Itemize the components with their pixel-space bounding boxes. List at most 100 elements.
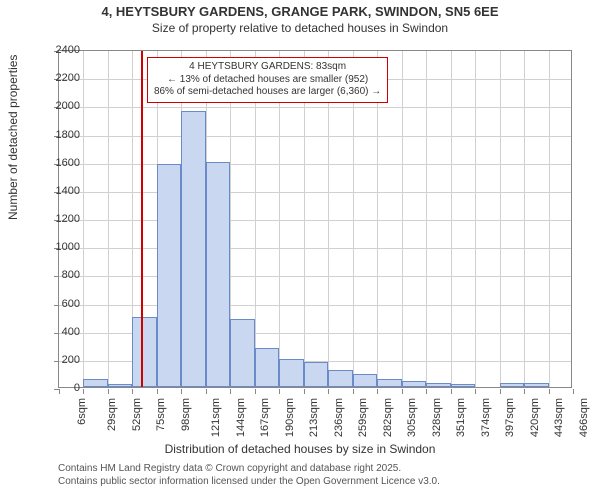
page-subtitle: Size of property relative to detached ho… <box>0 21 600 35</box>
marker-info-box: 4 HEYTSBURY GARDENS: 83sqm← 13% of detac… <box>147 57 388 103</box>
xtick-label: 213sqm <box>308 398 320 437</box>
ytick-label: 800 <box>40 269 80 281</box>
xtick-mark <box>549 389 550 394</box>
gridline-h <box>59 220 571 221</box>
histogram-bar <box>181 111 205 387</box>
histogram-bar <box>304 362 328 387</box>
ytick-label: 1200 <box>40 213 80 225</box>
xtick-mark <box>328 389 329 394</box>
histogram-bar <box>255 348 279 387</box>
ytick-label: 2000 <box>40 100 80 112</box>
xtick-label: 167sqm <box>259 398 271 437</box>
xtick-label: 443sqm <box>553 398 565 437</box>
xtick-mark <box>132 389 133 394</box>
histogram-bar <box>353 374 377 387</box>
marker-info-line: 4 HEYTSBURY GARDENS: 83sqm <box>154 61 381 74</box>
xtick-label: 374sqm <box>480 398 492 437</box>
xtick-label: 6sqm <box>76 398 88 425</box>
xtick-mark <box>426 389 427 394</box>
marker-info-line: 86% of semi-detached houses are larger (… <box>154 86 381 99</box>
xtick-mark <box>304 389 305 394</box>
xtick-mark <box>83 389 84 394</box>
xtick-label: 351sqm <box>455 398 467 437</box>
gridline-h <box>59 192 571 193</box>
xtick-mark <box>157 389 158 394</box>
xtick-label: 328sqm <box>431 398 443 437</box>
page-title: 4, HEYTSBURY GARDENS, GRANGE PARK, SWIND… <box>0 4 600 19</box>
xtick-label: 121sqm <box>211 398 223 437</box>
xtick-mark <box>108 389 109 394</box>
histogram-bar <box>426 383 450 387</box>
footer: Contains HM Land Registry data © Crown c… <box>58 462 440 488</box>
histogram-bar <box>377 379 401 387</box>
histogram-bar <box>328 370 352 387</box>
footer-line-1: Contains HM Land Registry data © Crown c… <box>58 462 440 475</box>
xtick-label: 52sqm <box>131 398 143 431</box>
gridline-v <box>426 51 427 387</box>
histogram-bar <box>524 383 548 387</box>
gridline-v <box>451 51 452 387</box>
xtick-label: 397sqm <box>504 398 516 437</box>
ytick-label: 2200 <box>40 72 80 84</box>
histogram-bar <box>451 384 475 387</box>
gridline-v <box>108 51 109 387</box>
xtick-label: 282sqm <box>382 398 394 437</box>
xtick-mark <box>353 389 354 394</box>
ytick-label: 1400 <box>40 185 80 197</box>
ytick-label: 2400 <box>40 44 80 56</box>
marker-info-line: ← 13% of detached houses are smaller (95… <box>154 74 381 87</box>
plot-area: 4 HEYTSBURY GARDENS: 83sqm← 13% of detac… <box>58 50 572 388</box>
histogram-bar <box>83 379 107 387</box>
histogram-bar <box>108 384 132 387</box>
ytick-label: 1800 <box>40 129 80 141</box>
xtick-mark <box>451 389 452 394</box>
gridline-h <box>59 136 571 137</box>
xtick-mark <box>206 389 207 394</box>
gridline-h <box>59 276 571 277</box>
x-axis-label: Distribution of detached houses by size … <box>0 442 600 456</box>
chart-container: 4 HEYTSBURY GARDENS: 83sqm← 13% of detac… <box>58 50 572 388</box>
xtick-mark <box>475 389 476 394</box>
xtick-label: 75sqm <box>155 398 167 431</box>
gridline-h <box>59 248 571 249</box>
marker-line <box>141 51 143 387</box>
histogram-bar <box>132 317 156 387</box>
footer-line-2: Contains public sector information licen… <box>58 475 440 488</box>
histogram-bar <box>279 359 303 387</box>
ytick-label: 600 <box>40 298 80 310</box>
gridline-v <box>549 51 550 387</box>
xtick-mark <box>181 389 182 394</box>
xtick-mark <box>255 389 256 394</box>
ytick-label: 1600 <box>40 157 80 169</box>
histogram-bar <box>402 381 426 387</box>
xtick-mark <box>500 389 501 394</box>
ytick-label: 0 <box>40 382 80 394</box>
histogram-bar <box>230 319 254 387</box>
gridline-v <box>475 51 476 387</box>
xtick-mark <box>402 389 403 394</box>
xtick-mark <box>230 389 231 394</box>
histogram-bar <box>206 162 230 387</box>
xtick-label: 420sqm <box>529 398 541 437</box>
gridline-v <box>500 51 501 387</box>
gridline-h <box>59 107 571 108</box>
xtick-label: 236sqm <box>333 398 345 437</box>
gridline-v <box>402 51 403 387</box>
xtick-mark <box>573 389 574 394</box>
xtick-label: 29sqm <box>107 398 119 431</box>
gridline-v <box>83 51 84 387</box>
xtick-mark <box>279 389 280 394</box>
ytick-label: 400 <box>40 326 80 338</box>
xtick-label: 466sqm <box>578 398 590 437</box>
histogram-bar <box>157 164 181 387</box>
gridline-v <box>524 51 525 387</box>
gridline-h <box>59 305 571 306</box>
xtick-label: 98sqm <box>180 398 192 431</box>
xtick-mark <box>377 389 378 394</box>
ytick-label: 200 <box>40 354 80 366</box>
xtick-label: 305sqm <box>406 398 418 437</box>
gridline-h <box>59 164 571 165</box>
xtick-label: 190sqm <box>284 398 296 437</box>
xtick-label: 144sqm <box>235 398 247 437</box>
xtick-mark <box>524 389 525 394</box>
